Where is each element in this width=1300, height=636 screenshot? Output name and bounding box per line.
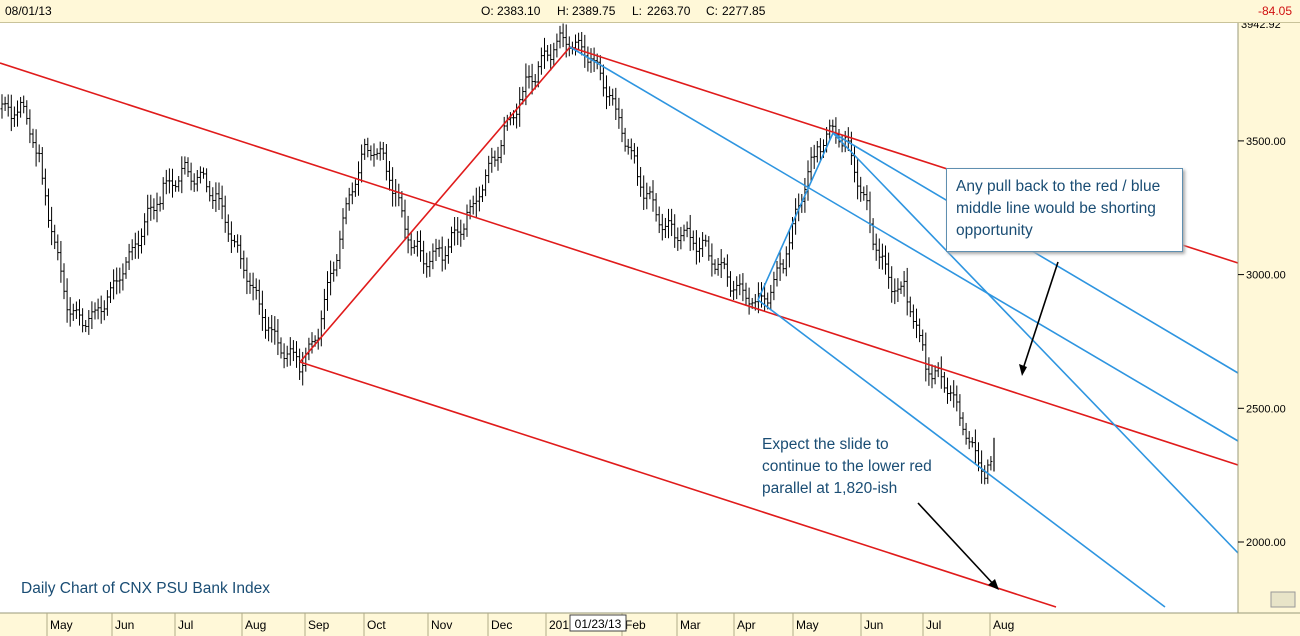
x-axis: May Jun Jul Aug Sep Oct Nov Dec 201 Feb Mar Apr May J… — [46, 613, 1014, 636]
high-value: 2389.75 — [572, 4, 616, 18]
x-tick-label: Sep — [308, 618, 330, 632]
x-tick-label: Feb — [625, 618, 646, 632]
slide-line-3: parallel at 1,820-ish — [762, 480, 898, 497]
change-value: -84.05 — [1258, 4, 1293, 18]
slide-line-1: Expect the slide to — [762, 436, 889, 453]
box-line-3: opportunity — [956, 222, 1033, 239]
y-top-label: 3942.92 — [1241, 23, 1281, 31]
x-tick-label: Aug — [245, 618, 266, 632]
blue-lower-parallel — [757, 299, 1166, 608]
y-tick-label: 2000.00 — [1246, 537, 1286, 549]
x-tick-label: Dec — [491, 618, 512, 632]
x-tick-label: May — [50, 618, 73, 632]
blue-inner-line — [832, 132, 1239, 554]
box-line-1: Any pull back to the red / blue — [956, 178, 1161, 195]
close-label: C: — [706, 4, 718, 18]
red-lower-parallel — [299, 361, 1057, 608]
x-tick-label: Jul — [178, 618, 193, 632]
x-tick-label: Jun — [864, 618, 883, 632]
chart-title: Daily Chart of CNX PSU Bank Index — [21, 580, 270, 597]
arrow-head — [1019, 364, 1027, 376]
open-value: 2383.10 — [497, 4, 541, 18]
y-axis-panel — [1238, 23, 1300, 613]
x-tick-label: Jun — [115, 618, 134, 632]
price-bars — [0, 23, 995, 485]
x-tick-label: Nov — [431, 618, 452, 632]
ohlc-header: 08/01/13 O: 2383.10 H: 2389.75 L: 2263.7… — [0, 0, 1300, 23]
header-date: 08/01/13 — [5, 4, 52, 18]
high-label: H: — [557, 4, 569, 18]
y-tick-label: 2500.00 — [1246, 403, 1286, 415]
y-tick-label: 3500.00 — [1246, 136, 1286, 148]
box-line-2: middle line would be shorting — [956, 200, 1156, 217]
blue-fork-handle — [757, 132, 834, 301]
x-tick-label: 201 — [549, 618, 569, 632]
slide-note: Expect the slide to continue to the lowe… — [762, 434, 932, 500]
x-tick-label: Mar — [680, 618, 701, 632]
y-tick-label: 3000.00 — [1246, 270, 1286, 282]
arrow-to-middle-line — [1021, 261, 1059, 373]
x-tick-label: Jul — [926, 618, 941, 632]
close-value: 2277.85 — [722, 4, 766, 18]
y-axis: 2000.00 2500.00 3000.00 3500.00 — [1238, 136, 1286, 549]
arrow-to-lower-parallel — [917, 502, 997, 588]
x-tick-label: Apr — [737, 618, 756, 632]
open-label: O: — [481, 4, 494, 18]
red-fork-handle — [299, 46, 571, 363]
shorting-note-box: Any pull back to the red / blue middle l… — [946, 168, 1183, 252]
x-tick-label: Aug — [993, 618, 1014, 632]
blue-upper-parallel — [832, 132, 1239, 374]
x-tick-label: Oct — [367, 618, 386, 632]
slide-line-2: continue to the lower red — [762, 458, 932, 475]
date-cursor-label: 01/23/13 — [575, 617, 622, 631]
low-value: 2263.70 — [647, 4, 691, 18]
red-median-line — [0, 62, 1239, 466]
low-label: L: — [632, 4, 643, 18]
price-chart[interactable]: 2000.00 2500.00 3000.00 3500.00 3942.92 May… — [0, 23, 1300, 636]
x-axis-panel — [0, 613, 1300, 636]
arrow-head — [988, 579, 999, 590]
blue-median-line — [569, 46, 1239, 442]
scale-toggle-button[interactable] — [1270, 591, 1296, 608]
date-cursor-box — [569, 614, 627, 632]
x-tick-label: May — [796, 618, 819, 632]
